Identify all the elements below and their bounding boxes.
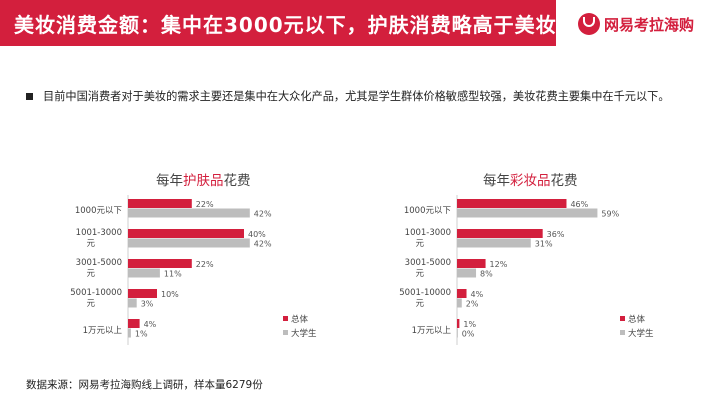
- chart-title-highlight: 护肤品: [183, 173, 224, 189]
- data-label: 46%: [570, 200, 588, 209]
- data-label: 42%: [254, 210, 272, 219]
- data-label: 59%: [601, 210, 619, 219]
- brand-logo: 网易考拉海购: [578, 13, 694, 35]
- legend-label: 总体: [628, 314, 646, 325]
- chart-title-makeup: 每年彩妆品花费: [483, 169, 578, 189]
- title-bar: 美妆消费金额：集中在3000元以下，护肤消费略高于美妆: [0, 0, 556, 46]
- data-label: 42%: [254, 240, 272, 249]
- legend-swatch: [283, 330, 288, 335]
- brand-name: 网易考拉海购: [604, 15, 695, 34]
- bar-overall: [128, 229, 244, 238]
- category-label: 1万元以上: [412, 326, 452, 336]
- bar-student: [128, 238, 250, 248]
- bar-student: [128, 298, 137, 308]
- bar-overall: [457, 289, 467, 298]
- data-label: 8%: [480, 270, 493, 279]
- category-label: 1000元以下: [404, 206, 452, 216]
- slide-header: 美妆消费金额：集中在3000元以下，护肤消费略高于美妆 网易考拉海购: [0, 0, 720, 46]
- data-label: 11%: [164, 270, 182, 279]
- category-label: 1000元以下: [75, 206, 123, 216]
- data-label: 3%: [141, 300, 154, 309]
- legend-swatch: [283, 316, 288, 321]
- bar-overall: [128, 319, 140, 328]
- data-label: 4%: [471, 290, 484, 299]
- bar-student: [128, 208, 250, 218]
- legend-label: 大学生: [291, 328, 317, 339]
- bar-student: [128, 328, 131, 338]
- bar-student: [457, 238, 531, 248]
- bar-overall: [128, 289, 157, 298]
- bar-overall: [128, 259, 192, 268]
- category-label: 5001-10000 元: [399, 288, 451, 309]
- category-label: 3001-5000 元: [405, 258, 451, 279]
- bar-student: [128, 268, 160, 278]
- category-label: 1万元以上: [83, 326, 123, 336]
- slide-title: 美妆消费金额：集中在3000元以下，护肤消费略高于美妆: [14, 13, 557, 37]
- chart-title-highlight: 彩妆品: [510, 173, 551, 189]
- chart-title-prefix: 每年: [156, 173, 183, 189]
- category-label: 5001-10000 元: [70, 288, 122, 309]
- legend-label: 大学生: [628, 328, 654, 339]
- data-label: 22%: [196, 200, 214, 209]
- chart-title-skincare: 每年护肤品花费: [156, 169, 251, 189]
- category-label: 1001-3000 元: [76, 228, 122, 249]
- data-label: 31%: [535, 240, 553, 249]
- bar-student: [457, 298, 462, 308]
- chart-title-suffix: 花费: [223, 173, 251, 189]
- bar-student: [457, 328, 458, 338]
- legend-swatch: [620, 316, 625, 321]
- data-label: 0%: [462, 330, 475, 339]
- summary-text: 目前中国消费者对于美妆的需求主要还是集中在大众化产品，尤其是学生群体价格敏感型较…: [43, 90, 670, 103]
- legend-label: 总体: [291, 314, 309, 325]
- data-label: 1%: [463, 320, 476, 329]
- legend-swatch: [620, 330, 625, 335]
- kaola-logo-icon: [578, 13, 600, 35]
- bullet-square-icon: [26, 93, 33, 100]
- bar-student: [457, 268, 477, 278]
- bar-overall: [457, 319, 460, 328]
- bar-overall: [128, 199, 192, 208]
- summary-bullet: 目前中国消费者对于美妆的需求主要还是集中在大众化产品，尤其是学生群体价格敏感型较…: [26, 87, 686, 107]
- bar-student: [457, 208, 598, 218]
- data-source-note: 数据来源：网易考拉海购线上调研，样本量6279份: [26, 379, 263, 391]
- bar-overall: [457, 229, 543, 238]
- data-label: 40%: [248, 230, 266, 239]
- chart-title-suffix: 花费: [550, 173, 578, 189]
- category-label: 3001-5000 元: [76, 258, 122, 279]
- data-label: 12%: [490, 260, 508, 269]
- data-label: 2%: [466, 300, 479, 309]
- chart-title-prefix: 每年: [483, 173, 510, 189]
- data-label: 36%: [547, 230, 565, 239]
- category-label: 1001-3000 元: [405, 228, 451, 249]
- data-label: 22%: [196, 260, 214, 269]
- data-label: 1%: [135, 330, 148, 339]
- bar-overall: [457, 259, 486, 268]
- data-label: 10%: [161, 290, 179, 299]
- data-label: 4%: [144, 320, 157, 329]
- bar-overall: [457, 199, 567, 208]
